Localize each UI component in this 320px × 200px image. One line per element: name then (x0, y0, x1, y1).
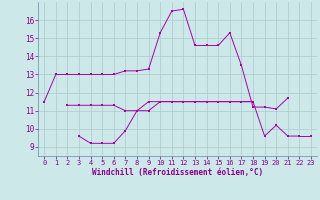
X-axis label: Windchill (Refroidissement éolien,°C): Windchill (Refroidissement éolien,°C) (92, 168, 263, 177)
